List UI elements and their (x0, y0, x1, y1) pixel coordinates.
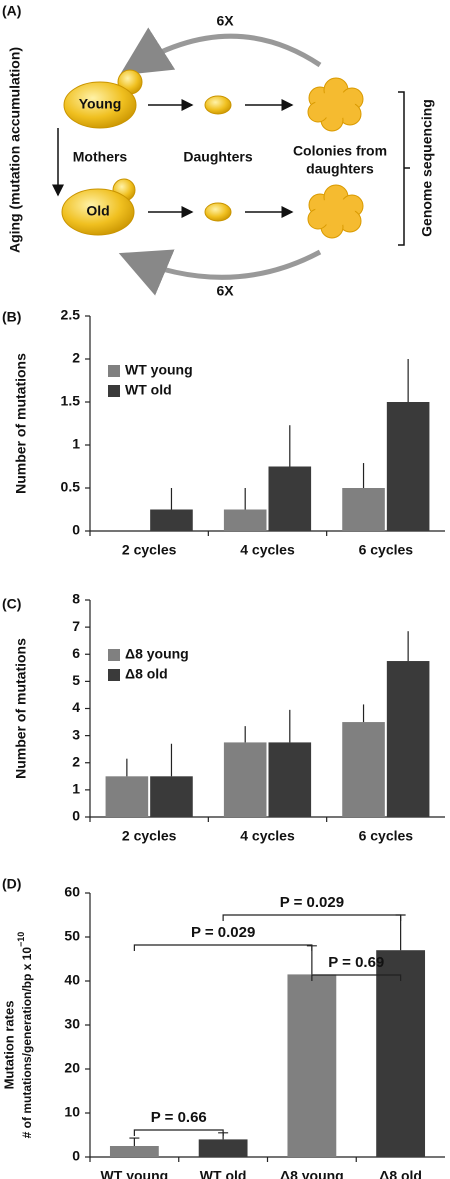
legend-swatch (108, 365, 120, 377)
legend-swatch (108, 649, 120, 661)
bar (198, 1139, 248, 1157)
sequencing-label: Genome sequencing (419, 99, 435, 237)
cycle-arrow (118, 249, 322, 296)
y-tick-label: 0 (72, 808, 80, 824)
panel-label: (B) (2, 309, 21, 325)
cycle-label: 6X (216, 283, 234, 299)
bar (109, 1146, 159, 1157)
significance-bracket (133, 1129, 224, 1136)
significance-bracket (222, 914, 402, 921)
y-tick-label: 0 (72, 522, 80, 538)
panel-a: (A) 6X 6X Aging (mutation accumulation) … (2, 3, 435, 299)
y-axis-label-text: # of mutations/generation/bp x 10 (20, 947, 34, 1139)
x-tick-label: WT young (101, 1168, 169, 1179)
colonies-label: Colonies from (293, 143, 387, 159)
significance-bracket (311, 974, 402, 981)
legend-label: WT old (125, 382, 172, 398)
bar (268, 466, 312, 531)
y-axis-label: Number of mutations (13, 638, 29, 779)
p-value: P = 0.66 (151, 1109, 207, 1126)
y-tick-label: 4 (72, 699, 80, 715)
young-label: Young (79, 96, 122, 112)
y-tick-label: 30 (64, 1016, 80, 1032)
x-tick-label: 2 cycles (122, 828, 177, 844)
x-tick-label: Δ8 young (280, 1168, 344, 1179)
bar (150, 776, 193, 817)
y-tick-label: 10 (64, 1104, 80, 1120)
y-tick-label: 0.5 (61, 479, 81, 495)
y-tick-label: 8 (72, 591, 80, 607)
y-tick-label: 20 (64, 1060, 80, 1076)
bar (268, 742, 312, 817)
aging-label: Aging (mutation accumulation) (7, 47, 23, 253)
x-tick-label: 6 cycles (359, 542, 414, 558)
mother-cell (61, 188, 135, 236)
y-tick-label: 6 (72, 645, 80, 661)
old-label: Old (86, 203, 109, 219)
y-tick-label: 50 (64, 928, 80, 944)
panel-label: (A) (2, 3, 21, 19)
legend-swatch (108, 385, 120, 397)
bracket (398, 91, 410, 246)
bar (342, 722, 385, 817)
colonies-label: daughters (306, 161, 374, 177)
bar (223, 509, 267, 531)
error-bar (129, 1137, 140, 1146)
y-tick-label: 40 (64, 972, 80, 988)
daughter-cell (204, 202, 232, 222)
colony (307, 184, 364, 239)
y-axis-label: # of mutations/generation/bp x 10−10 (16, 932, 34, 1139)
daughter-cell (204, 95, 232, 115)
p-value: P = 0.029 (280, 894, 344, 911)
x-tick-label: Δ8 old (379, 1168, 422, 1179)
y-tick-label: 7 (72, 618, 80, 634)
y-tick-label: 1.5 (61, 393, 81, 409)
x-tick-label: 4 cycles (240, 828, 295, 844)
bar (150, 509, 193, 531)
colony (307, 77, 364, 132)
bar (105, 776, 149, 817)
p-value: P = 0.029 (191, 924, 255, 941)
panel-label: (C) (2, 596, 21, 612)
x-tick-label: 6 cycles (359, 828, 414, 844)
significance-bracket (133, 944, 313, 951)
mothers-label: Mothers (73, 149, 128, 165)
bar (386, 661, 430, 817)
cycle-arrow (119, 27, 322, 76)
bar (287, 974, 337, 1157)
y-tick-label: 3 (72, 726, 80, 742)
y-tick-label: 2 (72, 753, 80, 769)
daughters-label: Daughters (183, 149, 252, 165)
y-tick-label: 5 (72, 672, 80, 688)
panel-label: (D) (2, 876, 21, 892)
y-tick-label: 2 (72, 350, 80, 366)
x-tick-label: 2 cycles (122, 542, 177, 558)
y-tick-label: 2.5 (61, 307, 81, 323)
p-value: P = 0.69 (328, 954, 384, 971)
y-tick-label: 1 (72, 781, 80, 797)
y-axis-label: Number of mutations (13, 353, 29, 494)
legend-swatch (108, 669, 120, 681)
bar (386, 402, 430, 531)
x-tick-label: WT old (200, 1168, 247, 1179)
bar (342, 488, 385, 531)
legend-label: Δ8 old (125, 666, 168, 682)
y-tick-label: 1 (72, 436, 80, 452)
legend-label: Δ8 young (125, 646, 189, 662)
y-axis-label: Mutation rates (1, 1001, 16, 1090)
y-tick-label: 0 (72, 1148, 80, 1164)
y-axis-label-exponent: −10 (16, 932, 26, 947)
legend-label: WT young (125, 362, 193, 378)
cycle-label: 6X (216, 13, 234, 29)
bar (223, 742, 267, 817)
bar (376, 950, 426, 1157)
mother-cell (63, 81, 137, 129)
y-tick-label: 60 (64, 884, 80, 900)
x-tick-label: 4 cycles (240, 542, 295, 558)
